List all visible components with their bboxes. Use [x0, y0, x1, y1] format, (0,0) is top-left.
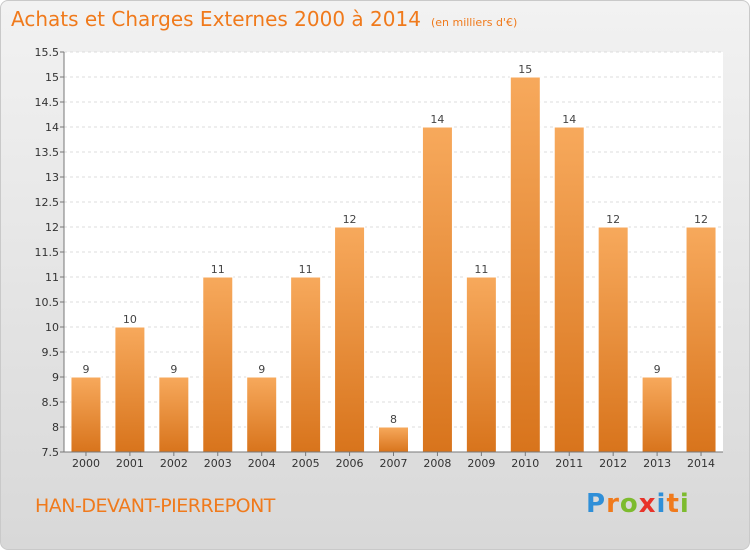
- x-tick-label: 2005: [292, 457, 320, 470]
- x-tick-label: 2013: [643, 457, 671, 470]
- value-label: 12: [694, 213, 708, 226]
- commune-name: HAN-DEVANT-PIERREPONT: [35, 495, 275, 517]
- x-tick-label: 2012: [599, 457, 627, 470]
- logo-letter: t: [666, 489, 680, 519]
- y-tick-label: 12.5: [35, 196, 60, 209]
- x-tick-label: 2011: [555, 457, 583, 470]
- bar-2013: [641, 376, 673, 453]
- bar-2003: [202, 276, 234, 453]
- bar-2001: [114, 326, 146, 453]
- proxiti-logo: Proxiti: [586, 489, 690, 519]
- y-tick-label: 11.5: [35, 246, 60, 259]
- bar-2004: [246, 376, 278, 453]
- y-tick-label: 8.5: [42, 396, 60, 409]
- axis-layer: 7.5 8 8.5 9 9.5 10 10.5 11 11.5 12 12.5 13 13.5 14 14.…: [35, 46, 723, 470]
- title-row: Achats et Charges Externes 2000 à 2014 (e…: [11, 7, 517, 31]
- y-tick-label: 7.5: [42, 446, 60, 459]
- bar-2014: [685, 226, 717, 453]
- value-label: 14: [562, 113, 576, 126]
- value-label: 11: [474, 263, 488, 276]
- value-label: 9: [170, 363, 177, 376]
- bar-2007: [378, 426, 409, 453]
- logo-letter: r: [606, 489, 620, 519]
- y-tick-label: 10.5: [35, 296, 60, 309]
- x-tick-label: 2010: [511, 457, 539, 470]
- x-tick-label: 2009: [467, 457, 495, 470]
- value-label: 11: [211, 263, 225, 276]
- value-label: 10: [123, 313, 137, 326]
- bar-2002: [158, 376, 190, 453]
- y-tick-label: 12: [45, 221, 59, 234]
- logo-letter: i: [656, 489, 667, 519]
- bar-2006: [334, 226, 366, 453]
- logo-letter: x: [638, 489, 657, 519]
- y-tick-label: 9.5: [42, 346, 60, 359]
- value-label: 15: [518, 63, 532, 76]
- x-tick-label: 2004: [248, 457, 276, 470]
- y-tick-label: 15: [45, 71, 59, 84]
- y-tick-label: 14: [45, 121, 59, 134]
- bar-2008: [421, 126, 453, 453]
- bar-2009: [465, 276, 497, 453]
- x-tick-label: 2001: [116, 457, 144, 470]
- y-tick-label: 9: [52, 371, 59, 384]
- y-tick-label: 14.5: [35, 96, 60, 109]
- y-tick-label: 15.5: [35, 46, 60, 59]
- bar-2012: [597, 226, 629, 453]
- value-label: 12: [606, 213, 620, 226]
- x-tick-label: 2006: [336, 457, 364, 470]
- y-tick-label: 11: [45, 271, 59, 284]
- bar-2005: [290, 276, 322, 453]
- value-label: 8: [390, 413, 397, 426]
- logo-letter: P: [586, 489, 607, 519]
- y-tick-label: 10: [45, 321, 59, 334]
- x-tick-label: 2003: [204, 457, 232, 470]
- x-tick-label: 2008: [423, 457, 451, 470]
- y-tick-label: 8: [52, 421, 59, 434]
- value-label: 9: [258, 363, 265, 376]
- bar-layer: 9 10 9 11 9 11 12 8 14 11 15 14 12 9 12: [70, 63, 717, 453]
- bar-2011: [553, 126, 585, 453]
- logo-letter: o: [619, 489, 639, 519]
- x-tick-label: 2002: [160, 457, 188, 470]
- bar-2000: [70, 376, 102, 453]
- value-label: 9: [654, 363, 661, 376]
- y-tick-label: 13.5: [35, 146, 60, 159]
- value-label: 12: [343, 213, 357, 226]
- value-label: 14: [430, 113, 444, 126]
- x-tick-label: 2007: [380, 457, 408, 470]
- value-label: 9: [82, 363, 89, 376]
- bar-2010: [509, 76, 541, 453]
- x-tick-label: 2014: [687, 457, 715, 470]
- x-tick-label: 2000: [72, 457, 100, 470]
- logo-letter: i: [679, 489, 690, 519]
- y-tick-label: 13: [45, 171, 59, 184]
- chart-unit: (en milliers d'€): [430, 16, 518, 29]
- value-label: 11: [299, 263, 313, 276]
- chart-title: Achats et Charges Externes 2000 à 2014: [11, 7, 421, 31]
